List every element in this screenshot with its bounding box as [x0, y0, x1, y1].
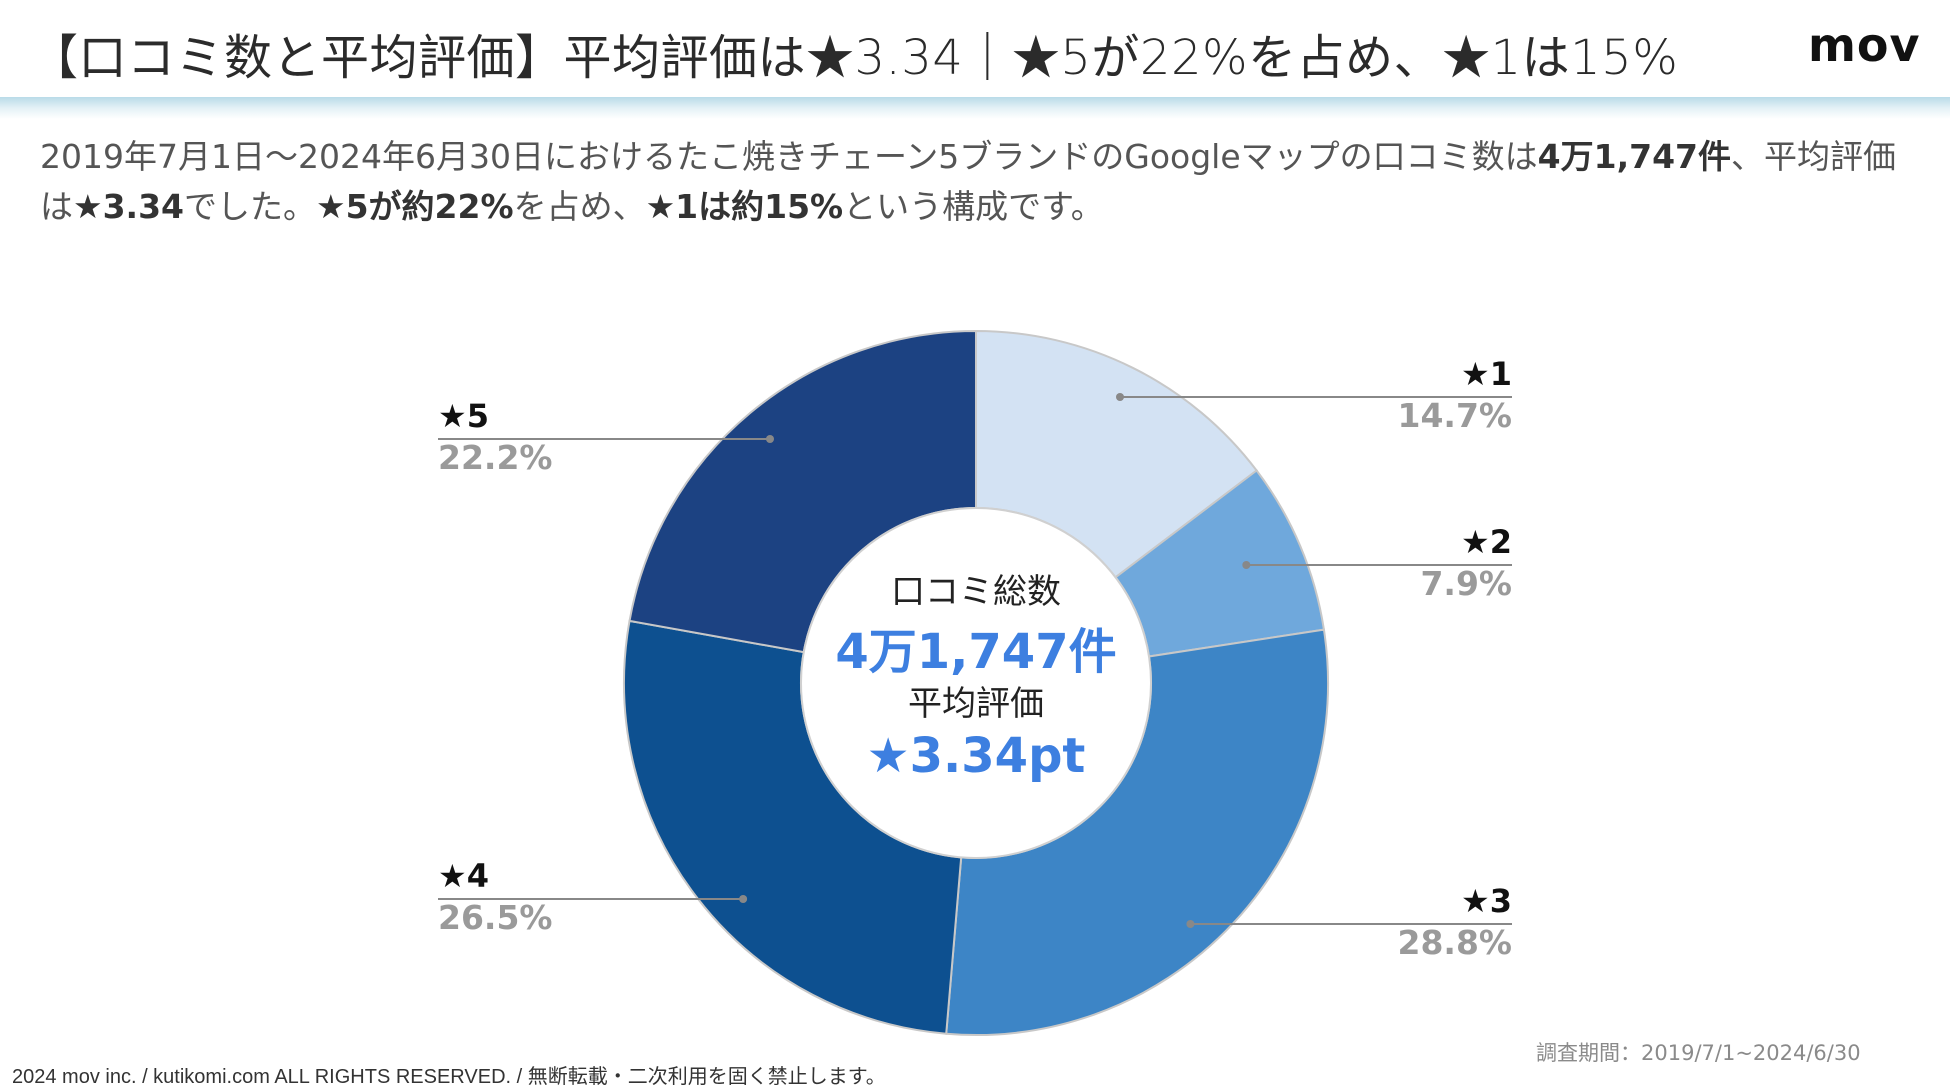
lead-text-1: 2019年7月1日〜2024年6月30日におけるたこ焼きチェーン5ブランドのGo…: [40, 137, 1538, 176]
lead-average-rating: ★3.34: [73, 187, 185, 226]
slide-header: 【口コミ数と平均評価】平均評価は★3.34｜★5が22%を占め、★1は15% m…: [0, 0, 1950, 97]
callout-value-star1: 14.7%: [1398, 396, 1513, 435]
lead-star5-share: ★5が約22%: [316, 187, 514, 226]
mov-logo: mov: [1808, 18, 1921, 72]
donut-hole: [800, 507, 1152, 859]
center-label-total: 口コミ総数: [891, 572, 1061, 612]
lead-text-5: という構成です。: [843, 187, 1104, 226]
slide-title: 【口コミ数と平均評価】平均評価は★3.34｜★5が22%を占め、★1は15%: [30, 30, 1679, 86]
donut-slices: [623, 329, 1329, 1037]
callout-value-star3: 28.8%: [1398, 923, 1513, 962]
callout-category-star5: ★5: [438, 397, 489, 435]
center-label-average: 平均評価: [908, 684, 1044, 724]
callout-category-star1: ★1: [1461, 355, 1512, 393]
lead-total-reviews: 4万1,747件: [1537, 137, 1732, 176]
center-value-total: 4万1,747件: [835, 624, 1116, 680]
callout-value-star4: 26.5%: [438, 898, 553, 937]
slice-callouts: ★114.7% ★27.9% ★328.8% ★426.5% ★522.2%: [438, 355, 1512, 962]
lead-text-4: を占め、: [513, 187, 646, 226]
callout-category-star2: ★2: [1461, 523, 1512, 561]
header-gradient-bar: [0, 97, 1950, 119]
copyright-notice: 2024 mov inc. / kutikomi.com ALL RIGHTS …: [12, 1066, 886, 1088]
callout-category-star4: ★4: [438, 857, 489, 895]
lead-paragraph: 2019年7月1日〜2024年6月30日におけるたこ焼きチェーン5ブランドのGo…: [40, 132, 1920, 232]
callout-value-star2: 7.9%: [1420, 564, 1512, 603]
lead-text-3: でした。: [184, 187, 317, 226]
survey-period: 調査期間：2019/7/1~2024/6/30: [1536, 1041, 1861, 1065]
center-value-average: ★3.34pt: [867, 728, 1086, 784]
lead-star1-share: ★1は約15%: [645, 187, 844, 226]
callout-value-star5: 22.2%: [438, 438, 553, 477]
lead-text-2: 、平均評価は: [40, 137, 1897, 226]
callout-category-star3: ★3: [1461, 882, 1512, 920]
